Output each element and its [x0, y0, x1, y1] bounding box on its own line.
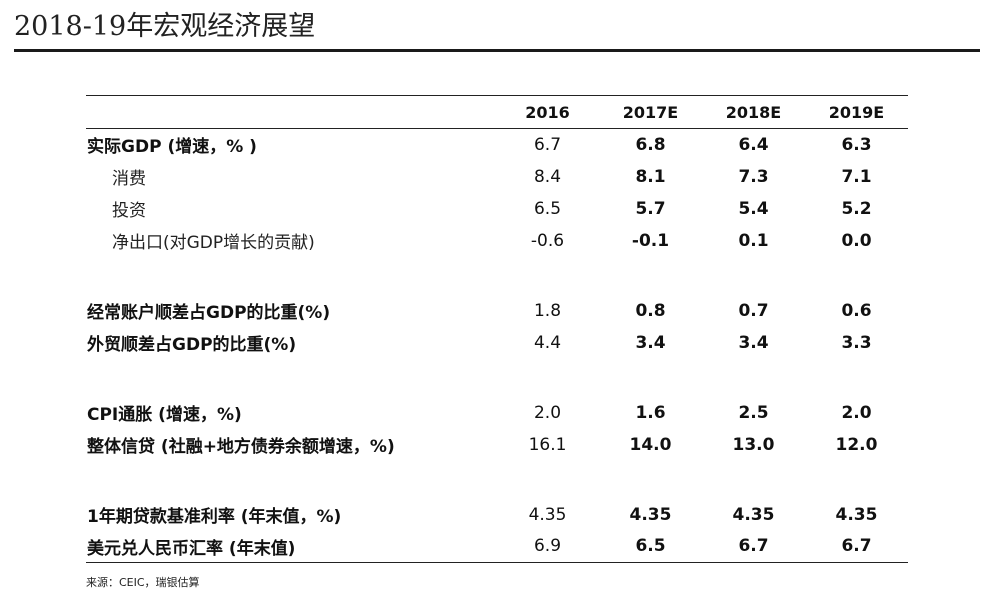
- page-title: 2018-19年宏观经济展望: [14, 11, 316, 42]
- value-2018e: 7.3: [738, 166, 769, 187]
- value-2019e: 12.0: [835, 434, 878, 455]
- value-2018e: 0.7: [738, 300, 769, 321]
- row-label: 消费: [112, 169, 146, 189]
- value-2016: 6.5: [533, 198, 562, 219]
- row-label: 美元兑人民币汇率 (年末值): [86, 530, 496, 563]
- table-row-trade-surplus: 外贸顺差占GDP的比重(%) 4.4 3.4 3.4 3.3: [86, 327, 908, 359]
- table-row-cpi: CPI通胀 (增速，%) 2.0 1.6 2.5 2.0: [86, 397, 908, 429]
- value-2018e: 13.0: [732, 434, 775, 455]
- value-2019e: 6.3: [841, 134, 872, 155]
- value-2019e: 2.0: [841, 402, 872, 423]
- table-row-net-exports: 净出口(对GDP增长的贡献) -0.6 -0.1 0.1 0.0: [86, 225, 908, 257]
- table-row-consumption: 消费 8.4 8.1 7.3 7.1: [86, 161, 908, 193]
- value-2016: 1.8: [533, 300, 562, 321]
- value-2016: 8.4: [533, 166, 562, 187]
- value-2016: 6.7: [533, 134, 562, 155]
- row-label: 整体信贷 (社融+地方债券余额增速，%): [87, 437, 395, 457]
- value-2017e: -0.1: [631, 230, 670, 251]
- section-spacer: [86, 257, 908, 295]
- table-row-real-gdp: 实际GDP (增速，% ) 6.7 6.8 6.4 6.3: [86, 129, 908, 161]
- row-label: 1年期贷款基准利率 (年末值，%): [87, 507, 342, 527]
- row-label: 投资: [112, 201, 146, 221]
- row-label: 实际GDP (增速，% ): [87, 137, 257, 158]
- value-2018e: 0.1: [738, 230, 769, 251]
- value-2016: -0.6: [530, 230, 565, 251]
- value-2019e: 6.7: [805, 530, 908, 563]
- value-2018e: 6.4: [738, 134, 769, 155]
- row-label: 经常账户顺差占GDP的比重(%): [87, 303, 331, 323]
- value-2019e: 0.0: [841, 230, 872, 251]
- value-2017e: 1.6: [635, 402, 666, 423]
- value-2017e: 3.4: [635, 332, 666, 353]
- value-2019e: 4.35: [835, 504, 878, 525]
- value-2016: 2.0: [533, 402, 562, 423]
- value-2017e: 6.8: [635, 134, 666, 155]
- value-2019e: 7.1: [841, 166, 872, 187]
- value-2018e: 5.4: [738, 198, 769, 219]
- value-2017e: 14.0: [629, 434, 672, 455]
- value-2017e: 6.5: [599, 530, 702, 563]
- value-2017e: 5.7: [635, 198, 666, 219]
- value-2017e: 8.1: [635, 166, 666, 187]
- value-2019e: 3.3: [841, 332, 872, 353]
- value-2016: 6.9: [496, 530, 599, 563]
- title-divider: [14, 49, 980, 52]
- value-2019e: 0.6: [841, 300, 872, 321]
- section-spacer: [86, 359, 908, 397]
- table-row-investment: 投资 6.5 5.7 5.4 5.2: [86, 193, 908, 225]
- row-label: 净出口(对GDP增长的贡献): [112, 233, 315, 253]
- header-2018e: 2018E: [702, 95, 805, 129]
- table-header-row: 2016 2017E 2018E 2019E: [86, 95, 908, 129]
- table-row-credit: 整体信贷 (社融+地方债券余额增速，%) 16.1 14.0 13.0 12.0: [86, 429, 908, 461]
- row-label: 外贸顺差占GDP的比重(%): [87, 335, 297, 355]
- value-2017e: 4.35: [629, 504, 672, 525]
- table-row-usdcny: 美元兑人民币汇率 (年末值) 6.9 6.5 6.7 6.7: [86, 530, 908, 563]
- value-2017e: 0.8: [635, 300, 666, 321]
- macro-outlook-table: 2016 2017E 2018E 2019E 实际GDP (增速，% ) 6.7…: [86, 95, 908, 563]
- table-row-current-account: 经常账户顺差占GDP的比重(%) 1.8 0.8 0.7 0.6: [86, 295, 908, 327]
- value-2016: 16.1: [528, 434, 567, 455]
- section-spacer: [86, 461, 908, 499]
- header-2016: 2016: [496, 95, 599, 129]
- header-label-cell: [86, 95, 496, 129]
- value-2019e: 5.2: [841, 198, 872, 219]
- value-2018e: 6.7: [702, 530, 805, 563]
- header-2017e: 2017E: [599, 95, 702, 129]
- value-2018e: 2.5: [738, 402, 769, 423]
- value-2018e: 4.35: [732, 504, 775, 525]
- table-row-lending-rate: 1年期贷款基准利率 (年末值，%) 4.35 4.35 4.35 4.35: [86, 499, 908, 531]
- value-2016: 4.4: [533, 332, 562, 353]
- row-label: CPI通胀 (增速，%): [87, 405, 242, 425]
- value-2018e: 3.4: [738, 332, 769, 353]
- source-note: 来源：CEIC，瑞银估算: [86, 576, 200, 589]
- value-2016: 4.35: [528, 504, 567, 525]
- header-2019e: 2019E: [805, 95, 908, 129]
